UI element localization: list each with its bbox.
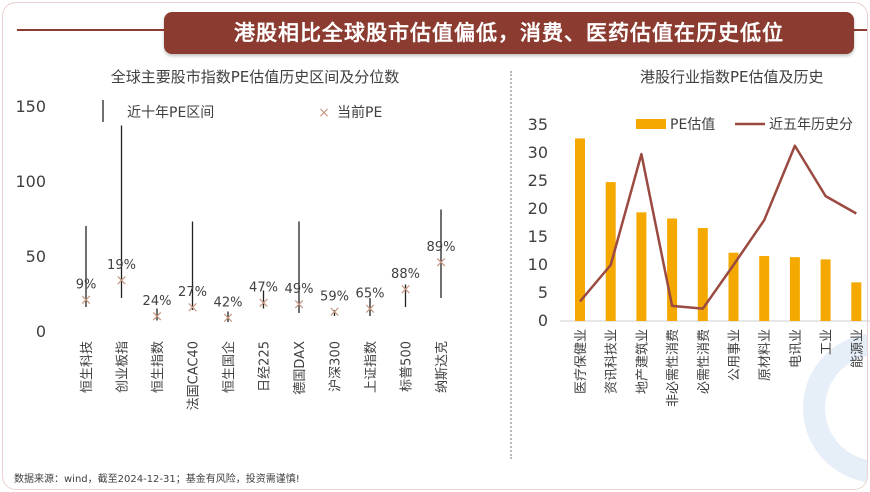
percentile-label: 49% bbox=[285, 282, 314, 297]
pe-bar bbox=[575, 138, 585, 321]
current-pe-marker: × bbox=[293, 295, 306, 313]
pe-bar bbox=[605, 182, 616, 321]
current-pe-marker: × bbox=[328, 303, 341, 321]
left-chart-title: 全球主要股市指数PE估值历史区间及分位数 bbox=[111, 68, 400, 86]
data-source-note: 数据来源：wind，截至2024-12-31；基金有风险，投资需谨慎! bbox=[14, 474, 300, 485]
pe-bar bbox=[697, 228, 708, 321]
legend-range-label: 近十年PE区间 bbox=[127, 105, 214, 121]
percentile-label: 19% bbox=[107, 258, 136, 273]
x-category-label: 标普500 bbox=[400, 341, 415, 392]
y-tick-label: 10 bbox=[528, 255, 548, 274]
y-tick-label: 25 bbox=[528, 171, 548, 190]
y-tick-label: 15 bbox=[528, 227, 548, 246]
x-category-label: 纳斯达克 bbox=[435, 341, 450, 393]
y-tick-label: 35 bbox=[528, 115, 548, 134]
y-tick-label: 150 bbox=[15, 97, 46, 116]
current-pe-marker: × bbox=[257, 294, 270, 312]
x-category-label: 工业 bbox=[820, 329, 835, 355]
x-category-label: 公用事业 bbox=[728, 329, 743, 381]
right-chart-title: 港股行业指数PE估值及历史 bbox=[640, 68, 824, 86]
percentile-label: 59% bbox=[320, 290, 349, 305]
x-category-label: 资讯科技业 bbox=[605, 329, 620, 394]
current-pe-marker: × bbox=[399, 280, 412, 298]
percentile-label: 47% bbox=[249, 281, 278, 296]
y-tick-label: 0 bbox=[36, 322, 46, 341]
legend-bar-label: PE估值 bbox=[670, 117, 715, 133]
x-category-label: 日经225 bbox=[258, 341, 273, 392]
history-percentile-line bbox=[579, 144, 857, 310]
percentile-label: 42% bbox=[214, 296, 243, 311]
percentile-label: 27% bbox=[178, 285, 207, 300]
x-category-label: 非必需性消费 bbox=[666, 329, 681, 407]
page-title: 港股相比全球股市估值偏低，消费、医药估值在历史低位 bbox=[164, 12, 854, 54]
pe-bar bbox=[789, 257, 800, 321]
x-category-label: 医疗保健业 bbox=[574, 329, 589, 394]
x-category-label: 能源业 bbox=[850, 329, 865, 368]
x-category-label: 原材料业 bbox=[758, 329, 773, 381]
x-category-label: 沪深300 bbox=[328, 341, 344, 392]
x-category-label: 必需性消费 bbox=[697, 329, 712, 394]
y-tick-label: 0 bbox=[538, 311, 548, 330]
current-pe-marker: × bbox=[435, 253, 448, 271]
percentile-label: 88% bbox=[391, 267, 420, 282]
pe-bar bbox=[636, 212, 647, 321]
x-category-label: 电讯业 bbox=[789, 329, 804, 368]
current-pe-marker: × bbox=[115, 271, 128, 289]
y-tick-label: 50 bbox=[26, 247, 46, 266]
legend-line-label: 近五年历史分 bbox=[769, 117, 853, 133]
pe-bar bbox=[820, 259, 831, 321]
current-pe-marker: × bbox=[222, 309, 235, 327]
pe-bar bbox=[851, 282, 862, 321]
current-pe-marker: × bbox=[364, 300, 377, 318]
pe-bar bbox=[728, 252, 739, 321]
current-pe-marker: × bbox=[80, 291, 93, 309]
percentile-label: 9% bbox=[76, 278, 97, 293]
x-category-label: 恒生国企 bbox=[221, 341, 237, 393]
percentile-label: 65% bbox=[356, 287, 385, 302]
pe-bar bbox=[759, 256, 770, 321]
legend-current-marker: × bbox=[318, 105, 330, 121]
legend-bar-swatch bbox=[636, 119, 666, 129]
pe-range-chart: 全球主要股市指数PE估值历史区间及分位数 0 50 100 150 近十年PE区间 × 当前P… bbox=[15, 68, 456, 410]
y-tick-label: 5 bbox=[538, 283, 548, 302]
x-category-label: 上证指数 bbox=[364, 341, 379, 393]
chart-divider bbox=[510, 71, 512, 459]
y-tick-label: 100 bbox=[15, 172, 46, 191]
current-pe-marker: × bbox=[186, 298, 199, 316]
y-tick-label: 20 bbox=[528, 199, 548, 218]
x-category-label: 恒生指数 bbox=[151, 341, 166, 393]
pe-bar bbox=[667, 218, 678, 321]
x-category-label: 法国CAC40 bbox=[187, 341, 202, 410]
y-tick-label: 30 bbox=[528, 143, 548, 162]
legend-current-label: 当前PE bbox=[337, 104, 382, 121]
x-category-label: 地产建筑业 bbox=[634, 329, 650, 394]
x-category-label: 创业板指 bbox=[116, 341, 131, 393]
percentile-label: 24% bbox=[143, 294, 172, 309]
percentile-label: 89% bbox=[427, 240, 456, 255]
x-category-label: 德国DAX bbox=[293, 341, 308, 395]
x-category-label: 恒生科技 bbox=[80, 341, 95, 393]
current-pe-marker: × bbox=[151, 307, 164, 325]
